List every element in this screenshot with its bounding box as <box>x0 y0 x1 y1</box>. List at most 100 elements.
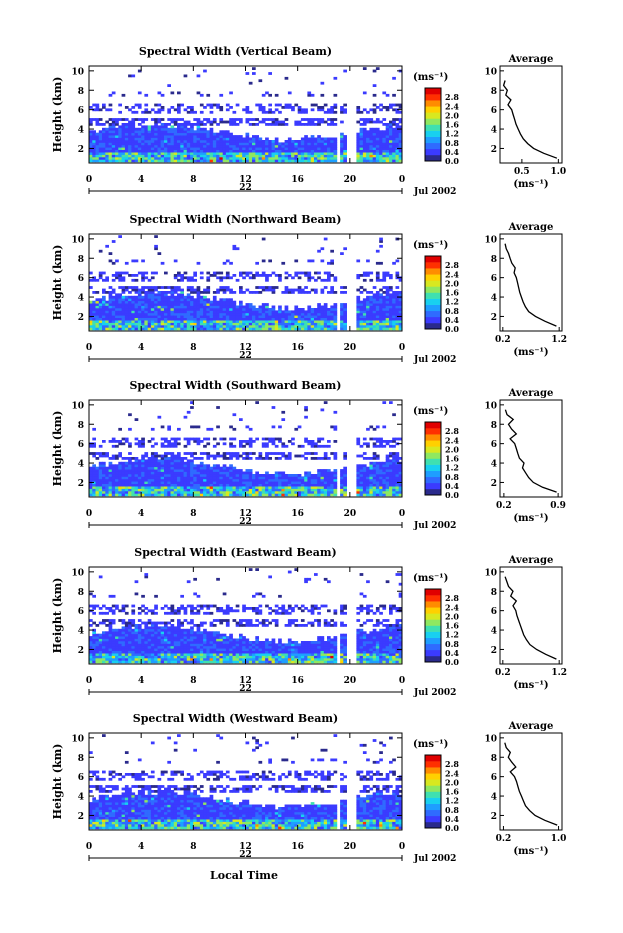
heatmap-cell <box>203 133 207 136</box>
heatmap-cell <box>167 484 171 487</box>
heatmap-cell <box>118 142 122 145</box>
heatmap-cell <box>366 142 370 145</box>
heatmap-cell <box>200 145 204 148</box>
heatmap-cell <box>216 484 220 487</box>
heatmap-cell <box>366 138 370 141</box>
heatmap-cell <box>386 123 390 126</box>
heatmap-cell <box>122 147 126 150</box>
heatmap-cell <box>334 308 338 311</box>
heatmap-cell <box>118 145 122 148</box>
heatmap-cell <box>151 481 155 484</box>
heatmap-cell <box>193 142 197 145</box>
heatmap-cell <box>396 491 400 494</box>
heatmap-cell <box>324 455 328 458</box>
heatmap-cell <box>180 493 184 496</box>
heatmap-cell <box>167 452 171 455</box>
heatmap-cell <box>109 440 113 443</box>
heatmap-cell <box>301 272 305 275</box>
heatmap-cell <box>151 320 155 323</box>
heatmap-cell <box>291 476 295 479</box>
heatmap-cell <box>184 306 188 309</box>
heatmap-cell <box>135 138 139 141</box>
heatmap-cell <box>239 469 243 472</box>
heatmap-cell <box>396 150 400 153</box>
heatmap-cell <box>369 467 373 470</box>
heatmap-cell <box>324 325 328 328</box>
heatmap-cell <box>356 150 360 153</box>
heatmap-cell <box>115 320 119 323</box>
heatmap-cell <box>99 159 103 162</box>
heatmap-cell <box>112 306 116 309</box>
heatmap-cell <box>301 484 305 487</box>
heatmap-cell <box>252 484 256 487</box>
heatmap-cell <box>109 260 113 263</box>
heatmap-cell <box>281 159 285 162</box>
heatmap-cell <box>285 313 289 316</box>
heatmap-cell <box>171 484 175 487</box>
heatmap-cell <box>259 274 263 277</box>
heatmap-cell <box>184 155 188 158</box>
heatmap-cell <box>158 157 162 160</box>
heatmap-cell <box>236 489 240 492</box>
heatmap-cell <box>193 138 197 141</box>
heatmap-cell <box>89 486 93 489</box>
heatmap-cell <box>125 474 129 477</box>
heatmap-cell <box>131 323 135 326</box>
heatmap-cell <box>327 147 331 150</box>
heatmap-cell <box>272 145 276 148</box>
heatmap-cell <box>89 472 93 475</box>
heatmap-cell <box>92 479 96 482</box>
heatmap-cell <box>138 472 142 475</box>
heatmap-cell <box>118 493 122 496</box>
heatmap-cell <box>272 484 276 487</box>
heatmap-cell <box>386 145 390 148</box>
heatmap-cell <box>203 147 207 150</box>
heatmap-cell <box>164 301 168 304</box>
heatmap-cell <box>382 469 386 472</box>
heatmap-cell <box>379 306 383 309</box>
heatmap-cell <box>392 474 396 477</box>
heatmap-cell <box>138 138 142 141</box>
heatmap-cell <box>255 142 259 145</box>
heatmap-cell <box>392 142 396 145</box>
heatmap-cell <box>334 426 338 429</box>
heatmap-cell <box>275 118 279 121</box>
heatmap-cell <box>321 491 325 494</box>
heatmap-cell <box>112 648 116 651</box>
heatmap-cell <box>298 313 302 316</box>
heatmap-cell <box>278 159 282 162</box>
heatmap-cell <box>246 308 250 311</box>
heatmap-cell <box>96 469 100 472</box>
heatmap-cell <box>242 472 246 475</box>
heatmap-cell <box>291 486 295 489</box>
heatmap-cell <box>285 291 289 294</box>
heatmap-cell <box>141 159 145 162</box>
heatmap-cell <box>128 323 132 326</box>
heatmap-cell <box>298 150 302 153</box>
heatmap-cell <box>128 145 132 148</box>
heatmap-cell <box>317 320 321 323</box>
heatmap-cell <box>105 452 109 455</box>
heatmap-cell <box>210 142 214 145</box>
heatmap-cell <box>138 315 142 318</box>
heatmap-cell <box>213 104 217 107</box>
heatmap-cell <box>321 260 325 263</box>
heatmap-cell <box>285 489 289 492</box>
heatmap-cell <box>360 150 364 153</box>
heatmap-cell <box>314 118 318 121</box>
heatmap-cell <box>239 159 243 162</box>
heatmap-cell <box>187 493 191 496</box>
heatmap-cell <box>118 489 122 492</box>
heatmap-cell <box>184 150 188 153</box>
heatmap-cell <box>109 323 113 326</box>
heatmap-cell <box>373 438 377 441</box>
heatmap-cell <box>223 298 227 301</box>
heatmap-cell <box>216 276 220 279</box>
heatmap-cell <box>340 155 344 158</box>
heatmap-cell <box>379 301 383 304</box>
heatmap-cell <box>135 303 139 306</box>
heatmap-cell <box>356 142 360 145</box>
heatmap-cell <box>379 323 383 326</box>
heatmap-cell <box>105 140 109 143</box>
heatmap-cell <box>324 145 328 148</box>
